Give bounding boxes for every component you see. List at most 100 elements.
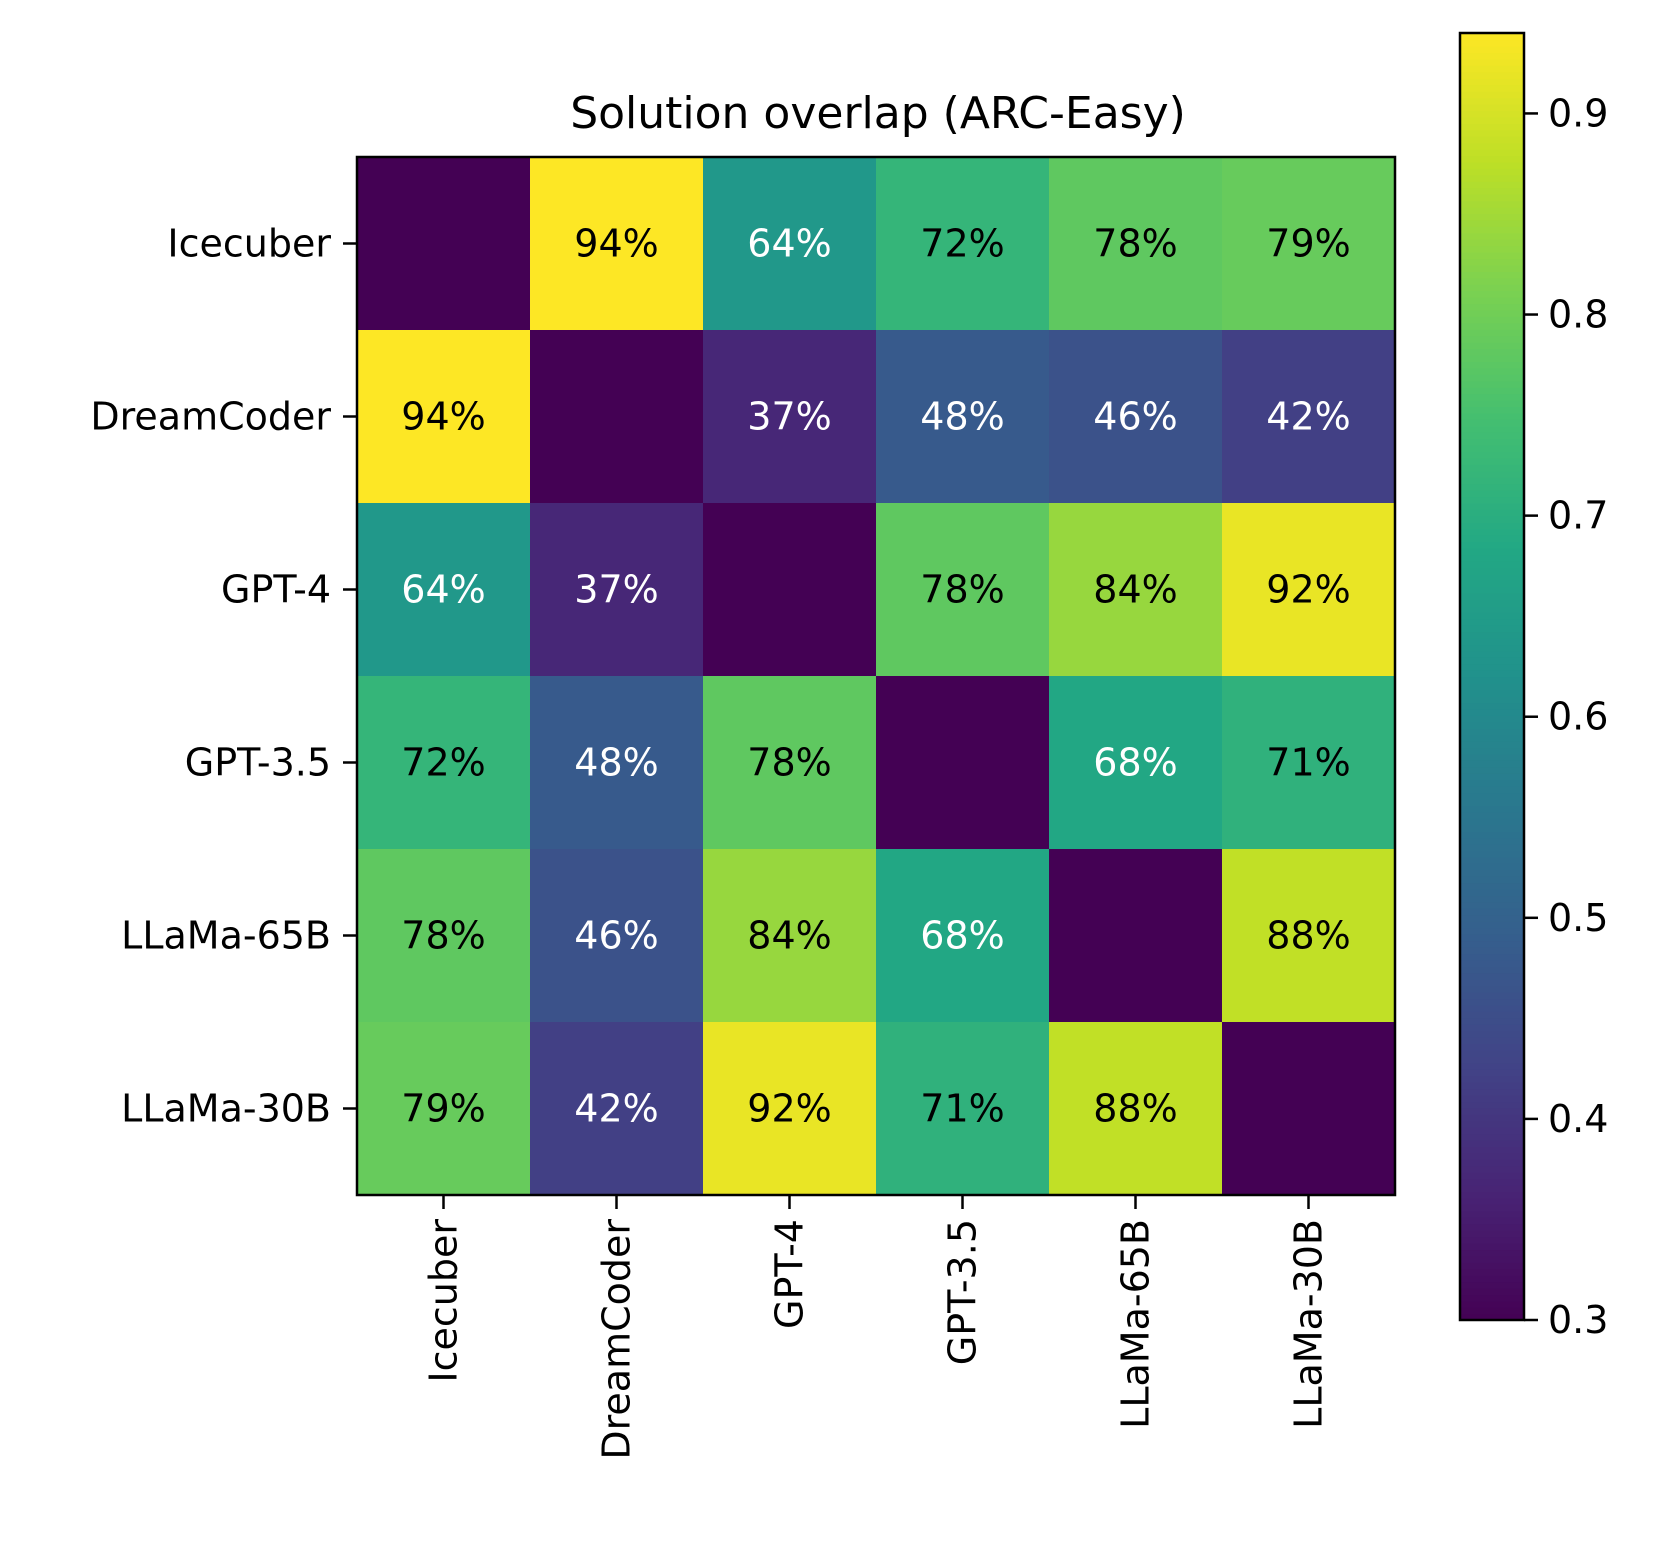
colorbar-segment: [1460, 406, 1524, 414]
colorbar-segment: [1460, 251, 1524, 260]
x-tick-label: LLaMa-65B: [1114, 1219, 1158, 1429]
colorbar-segment: [1460, 670, 1524, 678]
colorbar-segment: [1460, 393, 1524, 401]
cell-value-label: 78%: [401, 914, 485, 958]
colorbar-segment: [1460, 116, 1524, 124]
cell-value-label: 88%: [1266, 914, 1350, 958]
colorbar-segment: [1460, 869, 1524, 877]
colorbar-segment: [1460, 901, 1524, 909]
heatmap-cell: [1049, 1022, 1223, 1196]
colorbar-segment: [1460, 419, 1524, 427]
heatmap-cell: [703, 330, 877, 504]
colorbar-segment: [1460, 296, 1524, 305]
cell-value-label: 64%: [401, 568, 485, 612]
colorbar-segment: [1460, 1011, 1524, 1019]
colorbar-segment: [1460, 798, 1524, 806]
heatmap-cell: [357, 503, 531, 677]
colorbar-segment: [1460, 464, 1524, 472]
colorbar-segment: [1460, 1107, 1524, 1115]
y-tick-label: GPT-3.5: [185, 741, 331, 785]
colorbar-segment: [1460, 792, 1524, 800]
colorbar-segment: [1460, 1114, 1524, 1122]
cell-value-label: 84%: [747, 914, 831, 958]
colorbar-segment: [1460, 361, 1524, 369]
colorbar-segment: [1460, 1004, 1524, 1012]
colorbar-segment: [1460, 1217, 1524, 1225]
heatmap-cell-labels: 94% 64% 72% 78% 79% 94% 37% 48% 46% 42% 64% 37% 78% 8…: [401, 222, 1350, 1131]
colorbar-segment: [1460, 773, 1524, 781]
colorbar-segment: [1460, 341, 1524, 350]
cell-value-label: 37%: [574, 568, 658, 612]
colorbar-segment: [1460, 135, 1524, 144]
colorbar-segment: [1460, 1043, 1524, 1051]
colorbar-segment: [1460, 277, 1524, 285]
colorbar-segment: [1460, 599, 1524, 607]
colorbar-frame: [1458, 31, 1526, 1322]
colorbar-segment: [1460, 1262, 1524, 1270]
colorbar-segment: [1460, 1191, 1524, 1199]
cell-value-label: 92%: [747, 1087, 831, 1131]
colorbar-segment: [1460, 534, 1524, 543]
colorbar-segment: [1460, 682, 1524, 691]
colorbar-segment: [1460, 586, 1524, 594]
colorbar-segment: [1460, 290, 1524, 298]
colorbar-segment: [1460, 850, 1524, 858]
y-axis: Icecuber DreamCoder GPT-4 GPT-3.5 LLaMa-65B L…: [90, 222, 357, 1131]
colorbar-segment: [1460, 496, 1524, 504]
colorbar-segment: [1460, 399, 1524, 408]
colorbar-segment: [1460, 1133, 1524, 1141]
colorbar-segment: [1460, 921, 1524, 929]
x-tick-label: GPT-4: [768, 1219, 812, 1329]
colorbar-segment: [1460, 367, 1524, 375]
colorbar-segment: [1460, 438, 1524, 446]
colorbar-segment: [1460, 161, 1524, 169]
cell-value-label: 72%: [920, 222, 1004, 266]
colorbar-segment: [1460, 431, 1524, 440]
colorbar-segment: [1460, 1229, 1524, 1238]
colorbar-tick-label: 0.7: [1548, 494, 1608, 538]
heatmap-cell: [1222, 503, 1396, 677]
colorbar-segment: [1460, 567, 1524, 575]
x-tick-label: Icecuber: [422, 1219, 466, 1383]
colorbar-segment: [1460, 1171, 1524, 1180]
heatmap-cells: [357, 157, 1396, 1196]
colorbar-segment: [1460, 174, 1524, 182]
colorbar-segment: [1460, 1204, 1524, 1212]
heatmap-cell: [530, 503, 704, 677]
colorbar-segment: [1460, 1307, 1524, 1315]
cell-value-label: 46%: [1093, 395, 1177, 439]
colorbar-segment: [1460, 1088, 1524, 1096]
colorbar-segment: [1460, 1178, 1524, 1186]
cell-value-label: 37%: [747, 395, 831, 439]
cell-value-label: 78%: [1093, 222, 1177, 266]
colorbar-segment: [1460, 978, 1524, 987]
y-tick-label: Icecuber: [167, 222, 331, 266]
colorbar-segment: [1460, 1081, 1524, 1090]
colorbar-segment: [1460, 554, 1524, 562]
colorbar-segment: [1460, 303, 1524, 311]
colorbar-segment: [1460, 1274, 1524, 1283]
colorbar-segment: [1460, 1049, 1524, 1057]
colorbar-tick-label: 0.3: [1548, 1298, 1608, 1342]
colorbar-segment: [1460, 78, 1524, 86]
colorbar-segment: [1460, 90, 1524, 99]
heatmap-cell: [703, 503, 877, 677]
colorbar-segment: [1460, 946, 1524, 955]
heatmap-cell: [530, 1022, 704, 1196]
cell-value-label: 79%: [1266, 222, 1350, 266]
heatmap-cell: [530, 157, 704, 331]
colorbar-segment: [1460, 991, 1524, 1000]
y-tick-label: GPT-4: [221, 568, 331, 612]
x-tick-label: LLaMa-30B: [1287, 1219, 1331, 1429]
colorbar-segment: [1460, 232, 1524, 240]
heatmap-cell: [876, 1022, 1050, 1196]
colorbar-segment: [1460, 213, 1524, 221]
colorbar-segment: [1460, 657, 1524, 665]
colorbar-segment: [1460, 110, 1524, 118]
colorbar-segment: [1460, 1249, 1524, 1257]
cell-value-label: 64%: [747, 222, 831, 266]
colorbar-segment: [1460, 592, 1524, 601]
colorbar-segment: [1460, 612, 1524, 620]
colorbar-segment: [1460, 1139, 1524, 1148]
colorbar-segment: [1460, 837, 1524, 845]
